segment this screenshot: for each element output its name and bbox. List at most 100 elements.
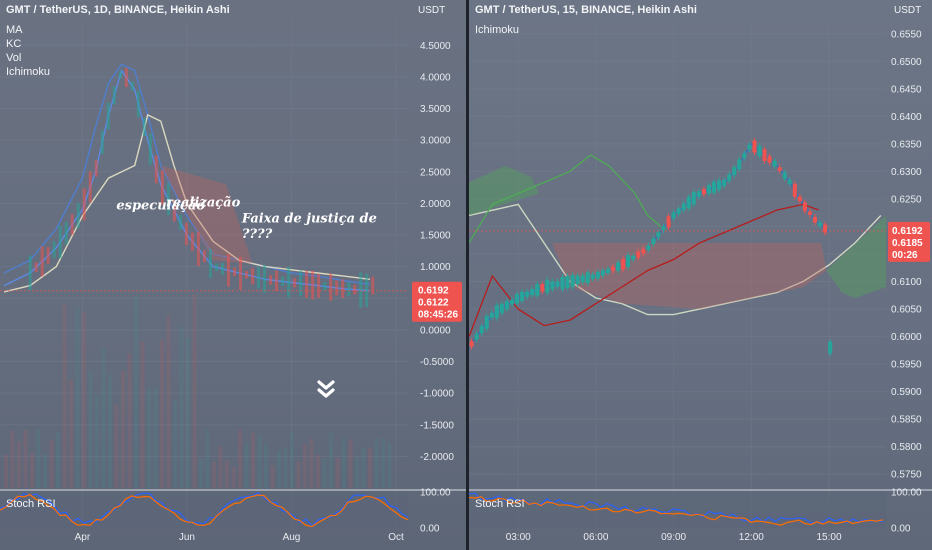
y-tick-label: -1.5000: [420, 420, 454, 431]
candle: [46, 247, 50, 264]
volume-bar: [147, 387, 151, 488]
candle: [28, 255, 32, 291]
stoch-k-line: [0, 491, 409, 527]
candle: [535, 284, 540, 296]
candle: [64, 221, 68, 245]
y-tick-label: 0.6050: [891, 305, 922, 316]
double-chevron-down-icon[interactable]: [315, 378, 337, 402]
volume-bar: [238, 429, 242, 488]
right-stoch-rsi-label[interactable]: Stoch RSI: [475, 498, 525, 510]
volume-bar: [153, 387, 158, 488]
candle: [580, 275, 585, 283]
volume-bar: [381, 437, 385, 488]
volume-bar: [231, 466, 236, 488]
candle: [626, 254, 631, 267]
indicator-ichimoku-label[interactable]: Ichimoku: [475, 24, 520, 36]
volume-bar: [309, 438, 314, 488]
candle: [257, 266, 261, 289]
right-chart-title[interactable]: GMT / TetherUS, 15, BINANCE, Heikin Ashi: [475, 4, 697, 16]
candle: [686, 196, 691, 209]
volume-bar: [329, 432, 333, 488]
left-chart-panel[interactable]: 4.5000 4.0000 3.5000 3.0000 2.5000 2.0000 1.50…: [0, 0, 466, 550]
candle: [323, 282, 327, 291]
candle: [797, 196, 802, 202]
volume-bar: [114, 405, 119, 488]
volume-bar: [257, 435, 262, 488]
y-tick-label: 0.5750: [891, 470, 922, 481]
volume-bar: [296, 461, 301, 488]
volume-bar: [160, 339, 164, 488]
volume-bar: [127, 353, 132, 488]
indicator-vol-label[interactable]: Vol: [6, 52, 22, 64]
volume-bar: [225, 460, 229, 488]
right-chart-panel[interactable]: 0.6550 0.6500 0.6450 0.6400 0.6350 0.6300 0.62…: [469, 0, 932, 550]
kijun-line: [469, 203, 819, 337]
candle: [88, 171, 92, 203]
candle: [691, 192, 696, 205]
candle: [540, 284, 545, 292]
candle: [484, 316, 489, 329]
candle: [747, 144, 752, 150]
y-tick-label: 4.0000: [420, 72, 451, 83]
series-line-ichimoku: [469, 203, 882, 316]
x-tick-label: 12:00: [739, 532, 764, 543]
candle: [112, 86, 116, 105]
left-chart-svg[interactable]: 4.5000 4.0000 3.5000 3.0000 2.5000 2.0000 1.50…: [0, 0, 466, 550]
volume-bar: [56, 432, 60, 488]
candle: [828, 341, 833, 354]
y-tick-label: 0.5950: [891, 360, 922, 371]
candle: [727, 174, 732, 181]
indicator-ma-label[interactable]: MA: [6, 24, 23, 36]
candle: [178, 214, 182, 230]
volume-bar: [108, 374, 112, 488]
left-stoch-rsi-label[interactable]: Stoch RSI: [6, 498, 56, 510]
candle: [208, 248, 212, 279]
volume-bar: [17, 441, 21, 488]
candle: [777, 167, 782, 171]
candle: [214, 263, 218, 272]
stoch-pane: [0, 492, 408, 528]
volume-bar: [95, 395, 99, 488]
candle: [489, 312, 494, 318]
candle: [813, 216, 818, 223]
volume-bar: [179, 326, 184, 488]
left-chart-title[interactable]: GMT / TetherUS, 1D, BINANCE, Heikin Ashi: [6, 4, 230, 16]
y-tick-label: 2.5000: [420, 167, 451, 178]
y-tick-label: 1.0000: [420, 262, 451, 273]
candle: [359, 272, 363, 308]
candle: [696, 191, 701, 197]
volume-bar: [192, 293, 197, 488]
x-tick-label: Jun: [179, 532, 195, 543]
stoch-tick-label: 0.00: [420, 524, 440, 535]
ichimoku-cloud-bull: [469, 165, 539, 216]
price-badge-text: 00:26: [892, 250, 918, 261]
indicator-kc-label[interactable]: KC: [6, 38, 22, 50]
panel-divider[interactable]: [466, 0, 469, 550]
indicator-ichimoku-label[interactable]: Ichimoku: [6, 66, 51, 78]
candle: [154, 155, 158, 184]
candle: [58, 225, 62, 259]
volume-bar: [121, 370, 125, 488]
candle: [666, 216, 671, 228]
right-chart-svg[interactable]: 0.6550 0.6500 0.6450 0.6400 0.6350 0.6300 0.62…: [469, 0, 932, 550]
candle: [499, 303, 504, 314]
series-line-kc: [3, 63, 371, 286]
candle: [636, 251, 641, 258]
volume-bar: [101, 347, 106, 488]
candle: [130, 81, 134, 91]
price-badge-bg: [888, 221, 930, 262]
volume-bar: [212, 461, 216, 488]
candle: [160, 170, 164, 205]
volume-bar: [140, 341, 145, 488]
volume-bar: [368, 448, 372, 488]
price-badge-text: 0.6122: [418, 298, 449, 309]
volume-bar: [173, 399, 177, 488]
candle: [353, 284, 357, 295]
candle: [263, 265, 267, 294]
candle: [76, 203, 80, 229]
candle: [34, 262, 38, 272]
stoch-tick-label: 100.00: [891, 488, 922, 499]
candle: [287, 266, 291, 298]
candle: [520, 291, 525, 302]
candle: [651, 238, 656, 244]
